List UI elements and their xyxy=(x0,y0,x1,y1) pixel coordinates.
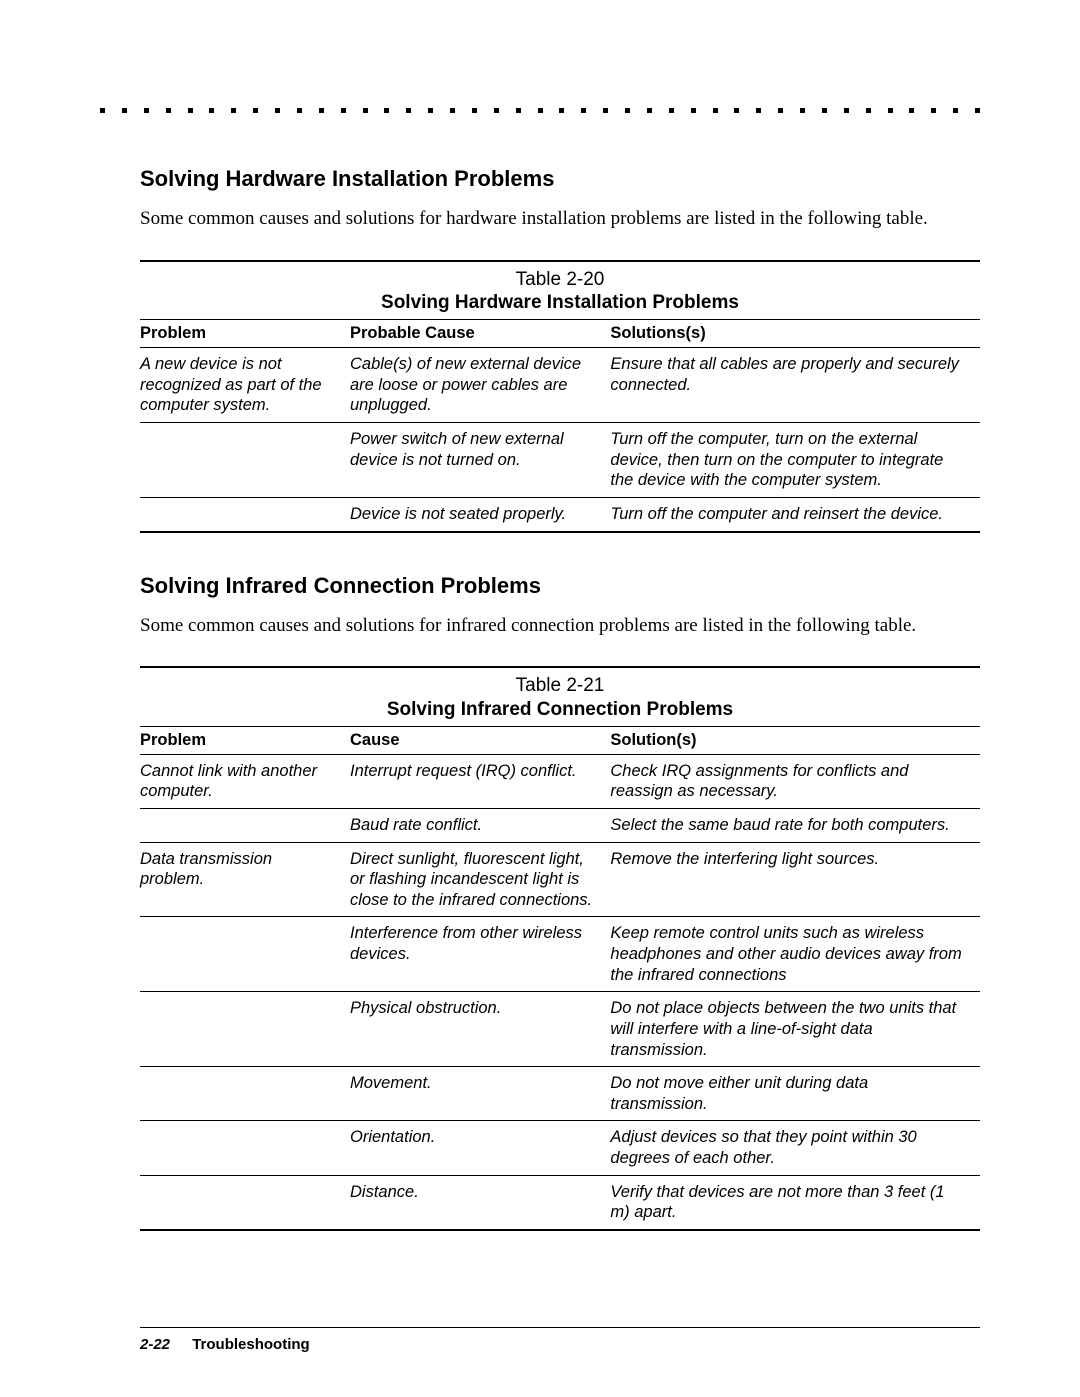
cell-cause: Baud rate conflict. xyxy=(350,808,610,842)
cell-solution: Do not move either unit during data tran… xyxy=(610,1067,980,1121)
cell-problem xyxy=(140,808,350,842)
section-intro-infrared: Some common causes and solutions for inf… xyxy=(140,613,980,639)
table-row: Device is not seated properly.Turn off t… xyxy=(140,497,980,531)
table-row: Power switch of new external device is n… xyxy=(140,423,980,498)
cell-cause: Interrupt request (IRQ) conflict. xyxy=(350,754,610,808)
cell-problem xyxy=(140,497,350,531)
table-caption: Solving Infrared Connection Problems xyxy=(387,699,733,720)
table-row: Data transmission problem.Direct sunligh… xyxy=(140,842,980,917)
dotted-header-rule xyxy=(100,108,980,118)
cell-solution: Turn off the computer, turn on the exter… xyxy=(610,423,980,498)
cell-solution: Keep remote control units such as wirele… xyxy=(610,917,980,992)
page-footer: 2-22 Troubleshooting xyxy=(140,1327,980,1353)
cell-problem xyxy=(140,1175,350,1230)
cell-problem: A new device is not recognized as part o… xyxy=(140,348,350,423)
table-row: Baud rate conflict.Select the same baud … xyxy=(140,808,980,842)
cell-problem xyxy=(140,917,350,992)
cell-cause: Interference from other wireless devices… xyxy=(350,917,610,992)
cell-solution: Ensure that all cables are properly and … xyxy=(610,348,980,423)
table-title: Table 2-21 Solving Infrared Connection P… xyxy=(140,668,980,726)
cell-cause: Orientation. xyxy=(350,1121,610,1175)
cell-cause: Device is not seated properly. xyxy=(350,497,610,531)
cell-problem xyxy=(140,992,350,1067)
col-header-problem: Problem xyxy=(140,726,350,754)
table-hardware: Problem Probable Cause Solutions(s) A ne… xyxy=(140,319,980,532)
col-header-problem: Problem xyxy=(140,320,350,348)
col-header-cause: Probable Cause xyxy=(350,320,610,348)
footer-line: 2-22 Troubleshooting xyxy=(140,1336,980,1353)
page-title: Troubleshooting xyxy=(192,1336,310,1353)
section-heading-infrared: Solving Infrared Connection Problems xyxy=(140,573,980,599)
cell-cause: Physical obstruction. xyxy=(350,992,610,1067)
table-title: Table 2-20 Solving Hardware Installation… xyxy=(140,262,980,320)
table-header-row: Problem Cause Solution(s) xyxy=(140,726,980,754)
cell-problem xyxy=(140,1067,350,1121)
page-number: 2-22 xyxy=(140,1336,170,1353)
cell-cause: Distance. xyxy=(350,1175,610,1230)
cell-solution: Check IRQ assignments for conflicts and … xyxy=(610,754,980,808)
page: Solving Hardware Installation Problems S… xyxy=(0,0,1080,1397)
table-header-row: Problem Probable Cause Solutions(s) xyxy=(140,320,980,348)
footer-rule xyxy=(140,1327,980,1328)
cell-cause: Direct sunlight, fluorescent light, or f… xyxy=(350,842,610,917)
col-header-solution: Solution(s) xyxy=(610,726,980,754)
cell-solution: Select the same baud rate for both compu… xyxy=(610,808,980,842)
cell-problem xyxy=(140,423,350,498)
cell-solution: Do not place objects between the two uni… xyxy=(610,992,980,1067)
cell-problem: Data transmission problem. xyxy=(140,842,350,917)
table-row: A new device is not recognized as part o… xyxy=(140,348,980,423)
table-2-20: Table 2-20 Solving Hardware Installation… xyxy=(140,260,980,533)
cell-solution: Adjust devices so that they point within… xyxy=(610,1121,980,1175)
table-infrared: Problem Cause Solution(s) Cannot link wi… xyxy=(140,726,980,1231)
cell-problem xyxy=(140,1121,350,1175)
table-2-21: Table 2-21 Solving Infrared Connection P… xyxy=(140,666,980,1231)
section-intro-hardware: Some common causes and solutions for har… xyxy=(140,206,980,232)
col-header-cause: Cause xyxy=(350,726,610,754)
cell-problem: Cannot link with another computer. xyxy=(140,754,350,808)
section-heading-hardware: Solving Hardware Installation Problems xyxy=(140,166,980,192)
page-content: Solving Hardware Installation Problems S… xyxy=(140,166,980,1231)
table-row: Physical obstruction.Do not place object… xyxy=(140,992,980,1067)
cell-cause: Power switch of new external device is n… xyxy=(350,423,610,498)
table-number: Table 2-20 xyxy=(140,268,980,292)
table-row: Distance.Verify that devices are not mor… xyxy=(140,1175,980,1230)
cell-solution: Remove the interfering light sources. xyxy=(610,842,980,917)
table-caption: Solving Hardware Installation Problems xyxy=(381,292,739,313)
table-row: Interference from other wireless devices… xyxy=(140,917,980,992)
cell-solution: Turn off the computer and reinsert the d… xyxy=(610,497,980,531)
table-row: Cannot link with another computer.Interr… xyxy=(140,754,980,808)
cell-cause: Movement. xyxy=(350,1067,610,1121)
table-row: Movement.Do not move either unit during … xyxy=(140,1067,980,1121)
cell-cause: Cable(s) of new external device are loos… xyxy=(350,348,610,423)
col-header-solution: Solutions(s) xyxy=(610,320,980,348)
cell-solution: Verify that devices are not more than 3 … xyxy=(610,1175,980,1230)
table-number: Table 2-21 xyxy=(140,674,980,698)
table-row: Orientation.Adjust devices so that they … xyxy=(140,1121,980,1175)
